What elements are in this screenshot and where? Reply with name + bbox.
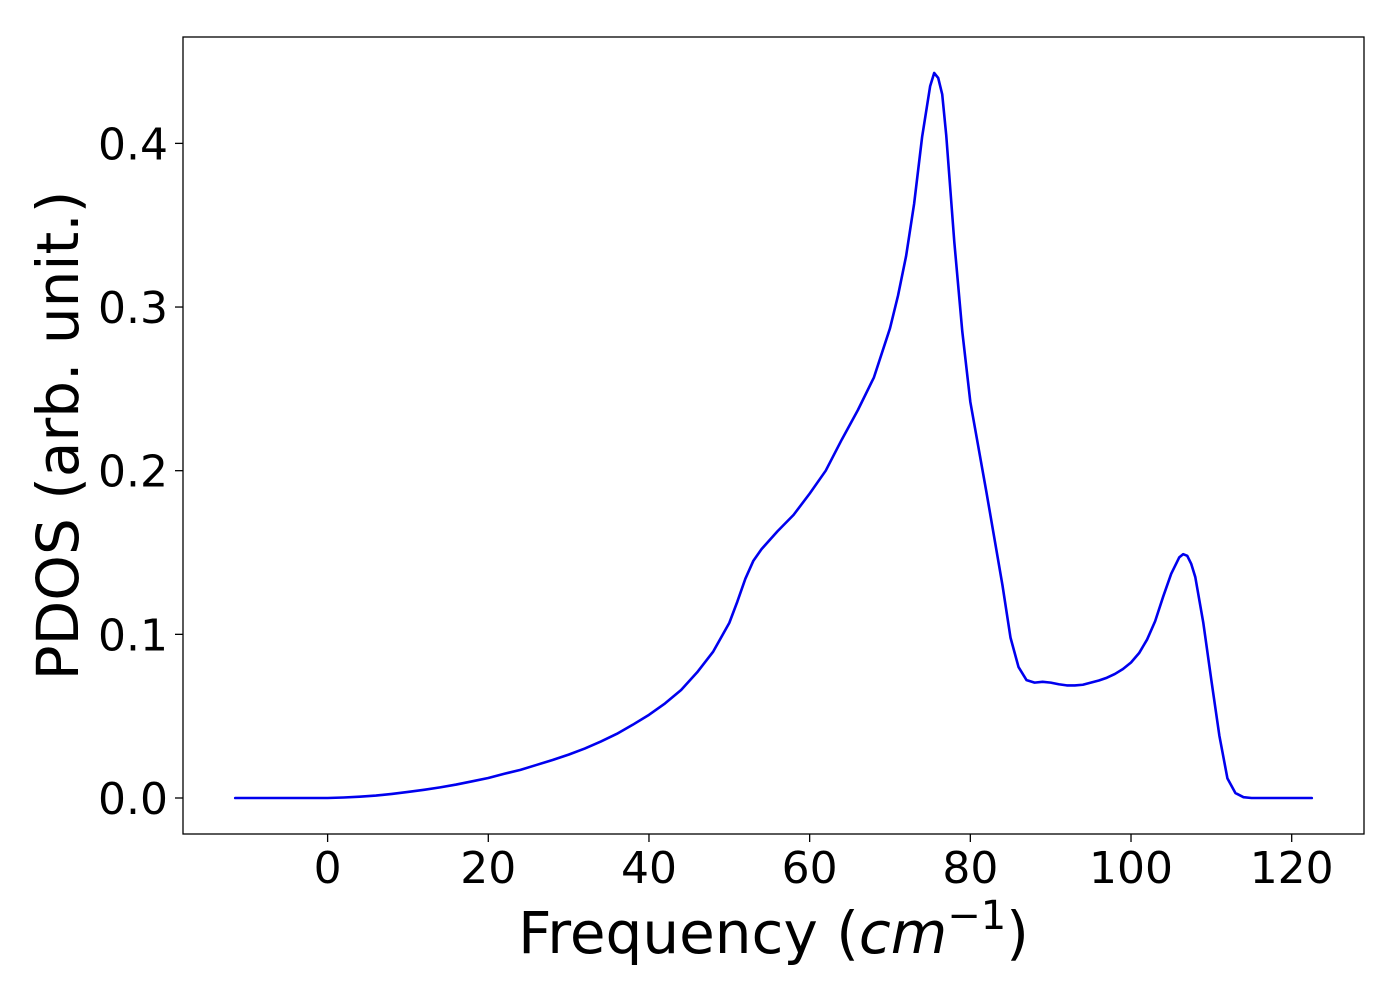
x-axis-label-text: Frequency — [518, 899, 818, 967]
x-tick-label: 0 — [314, 843, 342, 894]
x-axis-label-close-paren: ) — [1006, 899, 1029, 967]
y-axis-label: PDOS (arb. unit.) — [24, 191, 92, 681]
x-axis-label: Frequency (cm−1) — [518, 893, 1029, 967]
x-axis-label-unit: cm — [859, 899, 947, 967]
y-tick-label: 0.2 — [98, 447, 168, 498]
y-ticks: 0.0 0.1 0.2 0.3 0.4 — [98, 119, 183, 825]
x-tick-label: 80 — [942, 843, 998, 894]
y-tick-label: 0.3 — [98, 283, 168, 334]
x-tick-label: 20 — [460, 843, 516, 894]
x-axis-label-unit-exponent: −1 — [947, 893, 1006, 939]
x-tick-label: 40 — [621, 843, 677, 894]
series-line — [233, 71, 1314, 800]
y-tick-label: 0.1 — [98, 610, 168, 661]
x-axis-label-open-paren: ( — [818, 899, 859, 967]
x-tick-label: 60 — [782, 843, 838, 894]
y-tick-label: 0.0 — [98, 774, 168, 825]
y-tick-label: 0.4 — [98, 119, 168, 170]
x-tick-label: 100 — [1089, 843, 1173, 894]
plot-frame — [182, 36, 1365, 835]
x-tick-label: 120 — [1250, 843, 1334, 894]
x-ticks: 0 20 40 60 80 100 120 — [314, 834, 1334, 894]
